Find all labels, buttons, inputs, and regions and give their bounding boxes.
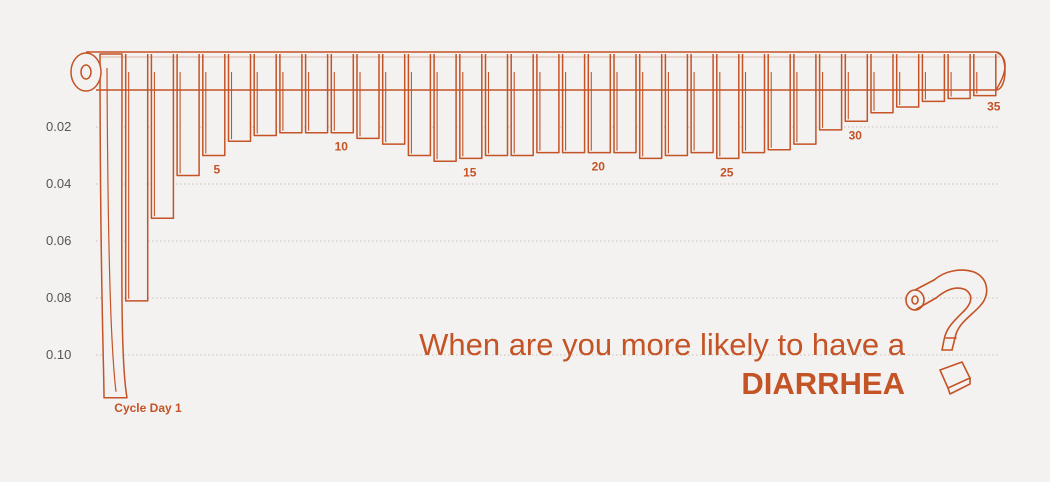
bar <box>587 54 612 154</box>
y-tick-label: 0.04 <box>46 176 71 191</box>
bar <box>690 54 714 154</box>
x-tick-label: 25 <box>720 165 734 179</box>
bar <box>818 54 843 131</box>
bars <box>99 53 997 399</box>
x-axis-ticks: Cycle Day 1 5 10 15 20 25 30 35 <box>114 100 1000 415</box>
bar <box>716 54 740 160</box>
bar <box>330 54 355 134</box>
bar <box>356 54 380 140</box>
bar <box>793 54 817 145</box>
bar <box>202 54 226 157</box>
bar <box>407 54 432 157</box>
x-tick-label: 20 <box>592 160 606 174</box>
bar <box>561 54 586 154</box>
toilet-paper-question-mark-icon <box>905 269 988 395</box>
x-tick-label: Cycle Day 1 <box>114 401 182 415</box>
bar <box>253 54 277 137</box>
x-tick-label: 5 <box>213 163 220 177</box>
bar <box>510 54 534 157</box>
y-tick-label: 0.02 <box>46 119 71 134</box>
bar <box>613 54 637 154</box>
bar <box>921 54 946 103</box>
toilet-roll-icon <box>70 51 1006 92</box>
y-axis-ticks: 0.02 0.04 0.06 0.08 0.10 <box>46 119 71 362</box>
bar <box>870 54 894 114</box>
bar <box>767 54 791 151</box>
bar <box>947 54 971 100</box>
bar <box>381 54 406 145</box>
bar <box>638 54 663 160</box>
x-tick-label: 30 <box>849 128 863 142</box>
y-tick-label: 0.06 <box>46 233 71 248</box>
bar <box>459 54 483 160</box>
gridlines <box>96 126 1000 356</box>
bar <box>124 54 149 302</box>
y-tick-label: 0.08 <box>46 290 71 305</box>
bar <box>304 54 329 134</box>
bar <box>150 54 175 219</box>
bar <box>484 54 509 157</box>
bar <box>536 54 560 154</box>
bar <box>741 54 766 154</box>
headline-line-1: When are you more likely to have a <box>419 327 905 362</box>
bar <box>844 54 869 123</box>
x-tick-label: 15 <box>463 165 477 179</box>
bar <box>99 53 128 399</box>
bar <box>176 54 200 177</box>
headline: When are you more likely to have a DIARR… <box>419 326 905 404</box>
bar <box>433 54 457 162</box>
headline-line-2: DIARRHEA <box>741 366 905 401</box>
x-tick-label: 35 <box>987 100 1001 114</box>
x-tick-label: 10 <box>335 140 349 154</box>
y-tick-label: 0.10 <box>46 347 71 362</box>
bar <box>227 54 252 142</box>
bar <box>279 54 303 134</box>
bar <box>895 54 920 108</box>
bar <box>664 54 689 157</box>
